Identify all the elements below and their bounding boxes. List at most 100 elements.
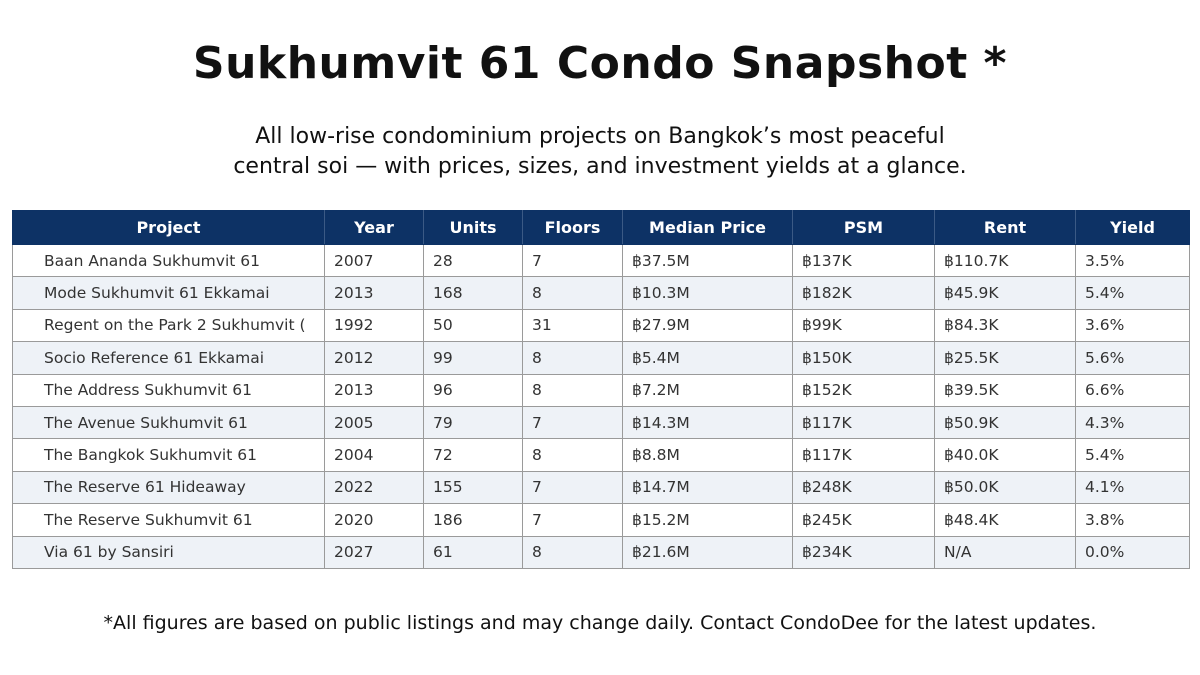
condo-table-container: Project Year Units Floors Median Price P…	[12, 210, 1190, 569]
cell-floors: 7	[522, 470, 623, 505]
table-row[interactable]: Socio Reference 61 Ekkamai 2012 99 8 ฿5.4M ฿1…	[12, 341, 1190, 375]
table-row[interactable]: Mode Sukhumvit 61 Ekkamai 2013 168 8 ฿10.3M ฿…	[12, 276, 1190, 310]
cell-yield: 3.5%	[1075, 243, 1190, 278]
cell-median-price: ฿5.4M	[622, 341, 793, 375]
column-header-rent[interactable]: Rent	[934, 210, 1076, 245]
cell-year: 2004	[324, 438, 424, 472]
cell-year: 2007	[324, 243, 424, 278]
cell-yield: 3.6%	[1075, 308, 1190, 343]
cell-rent: ฿40.0K	[934, 438, 1076, 472]
cell-psm: ฿150K	[792, 341, 935, 375]
table-row[interactable]: Via 61 by Sansiri 2027 61 8 ฿21.6M ฿234K N/A 0.…	[12, 535, 1190, 569]
cell-project: The Reserve Sukhumvit 61	[12, 503, 325, 537]
column-header-yield[interactable]: Yield	[1075, 210, 1190, 245]
subtitle-line-1: All low-rise condominium projects on Ban…	[255, 124, 945, 149]
cell-project: Regent on the Park 2 Sukhumvit (	[12, 308, 325, 343]
cell-floors: 7	[522, 243, 623, 278]
cell-units: 99	[423, 341, 523, 375]
table-header-row: Project Year Units Floors Median Price P…	[12, 210, 1190, 245]
cell-median-price: ฿8.8M	[622, 438, 793, 472]
cell-psm: ฿234K	[792, 535, 935, 569]
cell-year: 2027	[324, 535, 424, 569]
table-row[interactable]: The Reserve Sukhumvit 61 2020 186 7 ฿15.2M ฿2…	[12, 503, 1190, 537]
table-row[interactable]: Baan Ananda Sukhumvit 61 2007 28 7 ฿37.5M ฿13…	[12, 243, 1190, 278]
cell-year: 2013	[324, 276, 424, 310]
cell-median-price: ฿14.3M	[622, 405, 793, 440]
cell-year: 2022	[324, 470, 424, 505]
cell-units: 168	[423, 276, 523, 310]
cell-rent: ฿45.9K	[934, 276, 1076, 310]
cell-rent: N/A	[934, 535, 1076, 569]
column-header-floors[interactable]: Floors	[522, 210, 623, 245]
cell-psm: ฿117K	[792, 438, 935, 472]
cell-yield: 4.3%	[1075, 405, 1190, 440]
cell-floors: 8	[522, 276, 623, 310]
cell-year: 2012	[324, 341, 424, 375]
cell-floors: 8	[522, 373, 623, 407]
cell-psm: ฿245K	[792, 503, 935, 537]
cell-rent: ฿39.5K	[934, 373, 1076, 407]
cell-yield: 5.4%	[1075, 438, 1190, 472]
cell-floors: 7	[522, 503, 623, 537]
subtitle-line-2: central soi — with prices, sizes, and in…	[233, 154, 967, 179]
cell-units: 96	[423, 373, 523, 407]
cell-psm: ฿152K	[792, 373, 935, 407]
cell-floors: 8	[522, 341, 623, 375]
cell-units: 155	[423, 470, 523, 505]
cell-median-price: ฿7.2M	[622, 373, 793, 407]
cell-yield: 6.6%	[1075, 373, 1190, 407]
cell-project: Mode Sukhumvit 61 Ekkamai	[12, 276, 325, 310]
cell-units: 28	[423, 243, 523, 278]
cell-project: Socio Reference 61 Ekkamai	[12, 341, 325, 375]
cell-floors: 7	[522, 405, 623, 440]
cell-psm: ฿99K	[792, 308, 935, 343]
cell-psm: ฿182K	[792, 276, 935, 310]
cell-psm: ฿137K	[792, 243, 935, 278]
cell-project: The Address Sukhumvit 61	[12, 373, 325, 407]
cell-median-price: ฿10.3M	[622, 276, 793, 310]
cell-rent: ฿48.4K	[934, 503, 1076, 537]
cell-median-price: ฿27.9M	[622, 308, 793, 343]
column-header-median-price[interactable]: Median Price	[622, 210, 793, 245]
cell-units: 186	[423, 503, 523, 537]
cell-year: 2005	[324, 405, 424, 440]
cell-median-price: ฿14.7M	[622, 470, 793, 505]
table-row[interactable]: The Reserve 61 Hideaway 2022 155 7 ฿14.7M ฿24…	[12, 470, 1190, 505]
cell-median-price: ฿37.5M	[622, 243, 793, 278]
cell-psm: ฿117K	[792, 405, 935, 440]
table-row[interactable]: The Address Sukhumvit 61 2013 96 8 ฿7.2M ฿152…	[12, 373, 1190, 407]
cell-units: 79	[423, 405, 523, 440]
cell-psm: ฿248K	[792, 470, 935, 505]
table-row[interactable]: The Avenue Sukhumvit 61 2005 79 7 ฿14.3M ฿117…	[12, 405, 1190, 440]
cell-rent: ฿50.0K	[934, 470, 1076, 505]
cell-rent: ฿50.9K	[934, 405, 1076, 440]
column-header-project[interactable]: Project	[12, 210, 325, 245]
cell-year: 2013	[324, 373, 424, 407]
cell-yield: 5.6%	[1075, 341, 1190, 375]
column-header-year[interactable]: Year	[324, 210, 424, 245]
cell-floors: 8	[522, 438, 623, 472]
cell-units: 61	[423, 535, 523, 569]
column-header-psm[interactable]: PSM	[792, 210, 935, 245]
cell-rent: ฿84.3K	[934, 308, 1076, 343]
table-row[interactable]: The Bangkok Sukhumvit 61 2004 72 8 ฿8.8M ฿117…	[12, 438, 1190, 472]
cell-year: 1992	[324, 308, 424, 343]
cell-project: The Reserve 61 Hideaway	[12, 470, 325, 505]
page-title: Sukhumvit 61 Condo Snapshot *	[192, 38, 1008, 89]
table-body: Baan Ananda Sukhumvit 61 2007 28 7 ฿37.5M ฿13…	[12, 243, 1190, 569]
cell-floors: 8	[522, 535, 623, 569]
column-header-units[interactable]: Units	[423, 210, 523, 245]
cell-rent: ฿25.5K	[934, 341, 1076, 375]
cell-yield: 4.1%	[1075, 470, 1190, 505]
cell-yield: 0.0%	[1075, 535, 1190, 569]
cell-rent: ฿110.7K	[934, 243, 1076, 278]
cell-project: Baan Ananda Sukhumvit 61	[12, 243, 325, 278]
cell-project: The Bangkok Sukhumvit 61	[12, 438, 325, 472]
page-subtitle: All low-rise condominium projects on Ban…	[150, 122, 1050, 182]
cell-year: 2020	[324, 503, 424, 537]
cell-median-price: ฿21.6M	[622, 535, 793, 569]
table-row[interactable]: Regent on the Park 2 Sukhumvit (1992 50 31…	[12, 308, 1190, 343]
cell-project: Via 61 by Sansiri	[12, 535, 325, 569]
cell-floors: 31	[522, 308, 623, 343]
footnote: *All figures are based on public listing…	[103, 612, 1097, 634]
